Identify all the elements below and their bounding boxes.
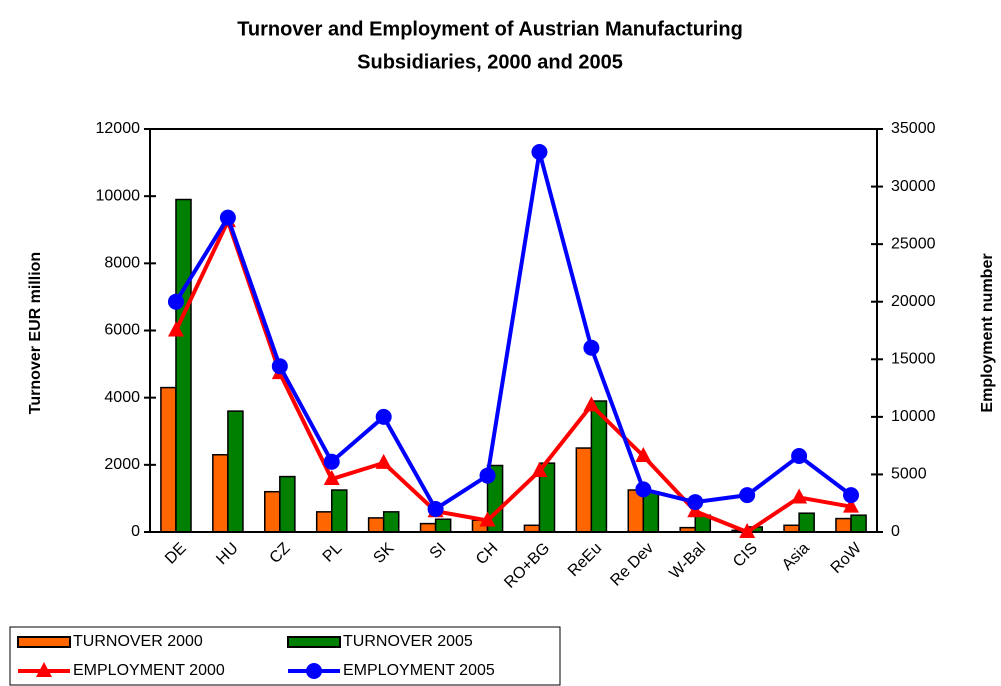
- y2-tick-label: 5000: [891, 466, 927, 483]
- bar: [315, 511, 333, 533]
- chart-title: Subsidiaries, 2000 and 2005: [357, 51, 623, 73]
- marker: [687, 494, 704, 511]
- marker: [791, 448, 808, 465]
- x-tick-label: DE: [162, 540, 190, 568]
- y2-tick-label: 20000: [891, 293, 936, 310]
- marker: [323, 470, 340, 486]
- bar: [642, 490, 660, 533]
- bar: [835, 517, 852, 533]
- marker: [635, 481, 652, 498]
- marker: [479, 467, 496, 484]
- marker: [271, 358, 288, 375]
- bar: [798, 512, 815, 533]
- y-tick-label: 6000: [104, 322, 140, 339]
- x-tick-label: SK: [370, 540, 397, 567]
- y-tick-label: 4000: [104, 389, 140, 406]
- marker: [739, 487, 756, 504]
- y2-tick-label: 35000: [891, 120, 936, 137]
- bar: [850, 514, 867, 533]
- y-tick-label: 2000: [104, 456, 140, 473]
- line: [174, 215, 852, 535]
- x-tick-label: W-Bal: [666, 540, 709, 583]
- x-tick-label: PL: [320, 540, 346, 566]
- marker: [791, 488, 808, 504]
- marker: [375, 408, 392, 425]
- bar: [419, 522, 437, 533]
- x-tick-label: CIS: [730, 540, 761, 571]
- marker: [531, 144, 548, 161]
- y-axis-label: Turnover EUR million: [27, 252, 44, 414]
- chart-title: Turnover and Employment of Austrian Manu…: [237, 18, 743, 40]
- marker: [739, 523, 756, 538]
- bar: [367, 517, 385, 533]
- x-tick-label: Re Dev: [607, 540, 657, 590]
- y-tick-label: 0: [131, 523, 140, 540]
- marker: [375, 453, 392, 469]
- bar: [160, 386, 177, 533]
- marker: [843, 487, 860, 504]
- bar: [382, 511, 400, 533]
- legend-label: EMPLOYMENT 2005: [343, 662, 495, 679]
- bar: [575, 447, 593, 533]
- y2-tick-label: 10000: [891, 408, 936, 425]
- bar: [227, 410, 244, 533]
- y2-tick-label: 15000: [891, 351, 936, 368]
- x-tick-label: Asia: [779, 540, 813, 574]
- y2-axis-label: Employment number: [979, 253, 996, 412]
- legend-swatch: [287, 636, 341, 648]
- bar: [264, 490, 281, 533]
- x-tick-label: CZ: [267, 540, 294, 567]
- bar: [331, 489, 348, 533]
- marker: [306, 663, 322, 679]
- bar: [279, 475, 296, 533]
- x-tick-label: RoW: [828, 539, 866, 577]
- y2-tick-label: 25000: [891, 235, 936, 252]
- marker: [219, 209, 236, 226]
- y-tick-label: 12000: [96, 120, 141, 137]
- bar: [175, 198, 192, 533]
- x-tick-label: RO+BG: [501, 540, 553, 592]
- bar: [434, 518, 452, 533]
- marker: [635, 447, 652, 463]
- marker: [36, 662, 52, 677]
- marker: [479, 511, 496, 527]
- bar: [523, 524, 541, 533]
- marker: [843, 497, 860, 513]
- bar: [590, 400, 608, 533]
- marker: [583, 396, 600, 412]
- legend-box: [9, 626, 561, 686]
- y2-tick-label: 0: [891, 523, 900, 540]
- marker: [427, 500, 444, 517]
- x-tick-label: SI: [427, 540, 450, 563]
- legend-swatch: [17, 636, 71, 648]
- bar: [783, 524, 800, 533]
- marker: [167, 321, 184, 337]
- legend-label: EMPLOYMENT 2000: [73, 662, 225, 679]
- legend-label: TURNOVER 2000: [73, 633, 203, 650]
- marker: [583, 339, 600, 356]
- x-tick-label: CH: [473, 540, 501, 568]
- line: [174, 151, 853, 512]
- bar: [212, 454, 229, 533]
- y2-tick-label: 30000: [891, 178, 936, 195]
- legend-label: TURNOVER 2005: [343, 633, 473, 650]
- y-tick-label: 8000: [104, 255, 140, 272]
- x-tick-label: HU: [213, 540, 241, 568]
- marker: [167, 293, 184, 310]
- x-tick-label: ReEu: [565, 540, 605, 580]
- marker: [531, 461, 548, 477]
- y-tick-label: 10000: [96, 187, 141, 204]
- marker: [323, 453, 340, 470]
